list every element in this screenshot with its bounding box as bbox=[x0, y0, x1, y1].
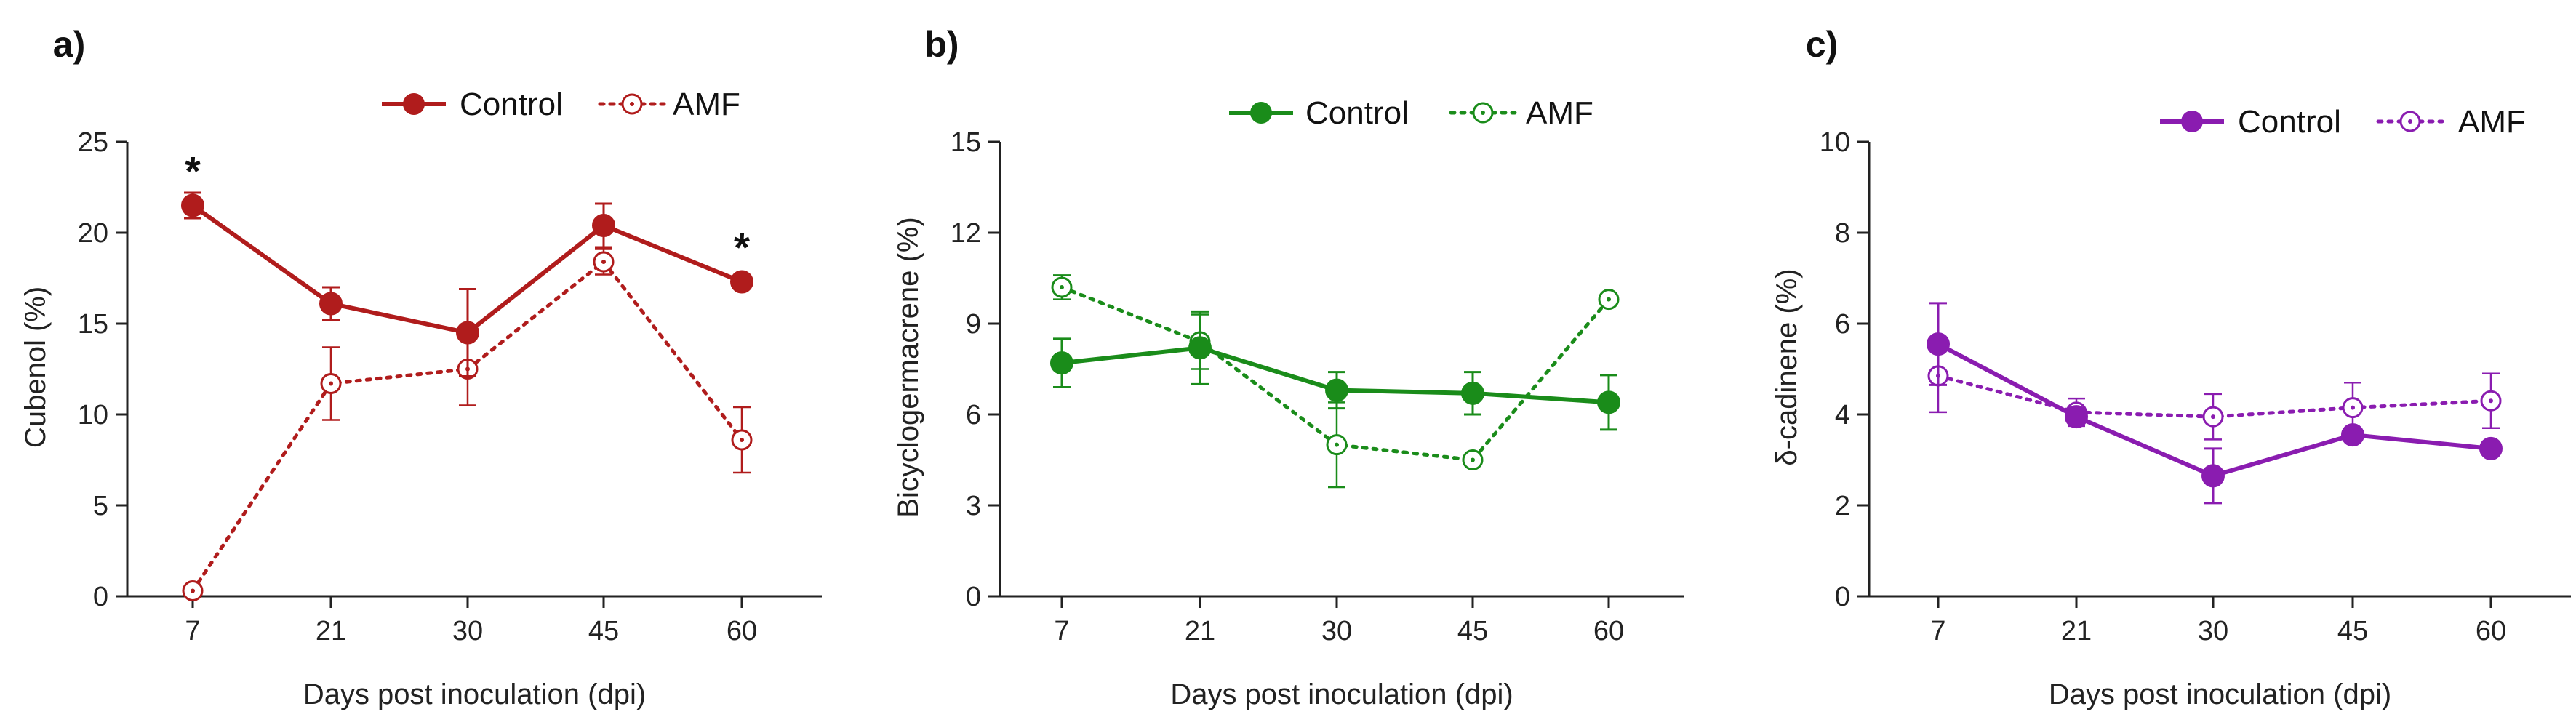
x-tick-label: 60 bbox=[1593, 616, 1624, 646]
data-point-center-dot bbox=[329, 381, 333, 386]
y-tick-label: 10 bbox=[78, 400, 108, 430]
data-point-control bbox=[456, 321, 479, 345]
y-tick-label: 9 bbox=[966, 309, 981, 340]
x-tick-label: 21 bbox=[316, 616, 346, 646]
legend-label-amf: AMF bbox=[2458, 104, 2526, 140]
y-tick-label: 12 bbox=[951, 218, 981, 249]
y-tick-label: 25 bbox=[78, 127, 108, 158]
legend-marker-amf-center bbox=[630, 102, 634, 106]
y-tick-label: 3 bbox=[966, 491, 981, 521]
y-tick-label: 20 bbox=[78, 218, 108, 249]
data-point-center-dot bbox=[191, 588, 195, 593]
y-tick-label: 6 bbox=[1835, 309, 1850, 340]
y-tick-label: 15 bbox=[78, 309, 108, 340]
panel-label: c) bbox=[1806, 24, 1838, 65]
legend-label-control: Control bbox=[460, 87, 563, 122]
x-tick-label: 60 bbox=[2476, 616, 2506, 646]
data-point-control bbox=[1325, 378, 1348, 402]
significance-asterisk: * bbox=[734, 225, 750, 271]
legend-label-control: Control bbox=[2238, 104, 2341, 140]
x-tick-label: 7 bbox=[185, 616, 200, 646]
x-tick-label: 30 bbox=[1321, 616, 1352, 646]
x-axis-title: Days post inoculation (dpi) bbox=[1170, 678, 1513, 710]
x-tick-label: 45 bbox=[1457, 616, 1488, 646]
data-point-control bbox=[2201, 464, 2225, 488]
legend-label-amf: AMF bbox=[1526, 95, 1593, 131]
data-point-control bbox=[2341, 423, 2364, 447]
y-tick-label: 10 bbox=[1820, 127, 1850, 158]
data-point-center-dot bbox=[1335, 442, 1339, 447]
data-point-center-dot bbox=[1060, 285, 1064, 289]
data-point-center-dot bbox=[740, 438, 744, 442]
data-point-control bbox=[319, 292, 343, 316]
data-point-control bbox=[1597, 390, 1620, 414]
data-point-center-dot bbox=[2351, 405, 2355, 410]
y-tick-label: 2 bbox=[1835, 491, 1850, 521]
data-point-control bbox=[2065, 405, 2088, 429]
x-tick-label: 7 bbox=[1054, 616, 1069, 646]
legend-label-amf: AMF bbox=[673, 87, 740, 122]
data-point-control bbox=[181, 193, 204, 217]
legend-marker-control bbox=[403, 93, 425, 115]
data-point-center-dot bbox=[2211, 414, 2215, 420]
x-tick-label: 30 bbox=[2198, 616, 2228, 646]
data-point-center-dot bbox=[601, 260, 606, 264]
legend-label-control: Control bbox=[1305, 95, 1409, 131]
y-tick-label: 6 bbox=[966, 400, 981, 430]
y-tick-label: 15 bbox=[951, 127, 981, 158]
panel-label: a) bbox=[53, 24, 85, 65]
legend-marker-amf-center bbox=[1481, 111, 1485, 115]
y-axis-title: Cubenol (%) bbox=[20, 287, 52, 448]
y-tick-label: 4 bbox=[1835, 400, 1850, 430]
x-tick-label: 21 bbox=[2061, 616, 2092, 646]
x-tick-label: 21 bbox=[1185, 616, 1215, 646]
data-point-control bbox=[2479, 436, 2503, 460]
panel-label: b) bbox=[924, 24, 959, 65]
x-axis-title: Days post inoculation (dpi) bbox=[2049, 678, 2391, 710]
y-tick-label: 5 bbox=[93, 491, 108, 521]
x-tick-label: 45 bbox=[2337, 616, 2368, 646]
data-point-center-dot bbox=[2489, 398, 2493, 404]
x-axis-title: Days post inoculation (dpi) bbox=[303, 678, 646, 710]
data-point-center-dot bbox=[1607, 297, 1611, 302]
data-point-control bbox=[1188, 336, 1212, 360]
data-point-control bbox=[730, 270, 753, 294]
y-axis-title: Bicyclogermacrene (%) bbox=[892, 217, 924, 517]
legend-marker-amf-center bbox=[2408, 119, 2412, 124]
significance-asterisk: * bbox=[185, 148, 201, 194]
legend-marker-control bbox=[1250, 102, 1272, 124]
data-point-center-dot bbox=[1471, 457, 1475, 462]
legend-marker-control bbox=[2181, 111, 2203, 132]
series-line-amf bbox=[1060, 285, 1611, 462]
data-point-control bbox=[592, 214, 615, 237]
y-tick-label: 8 bbox=[1835, 218, 1850, 249]
x-tick-label: 7 bbox=[1930, 616, 1945, 646]
y-tick-label: 0 bbox=[1835, 582, 1850, 612]
x-tick-label: 30 bbox=[452, 616, 483, 646]
x-tick-label: 45 bbox=[588, 616, 619, 646]
data-point-control bbox=[1927, 332, 1950, 356]
y-axis-title: δ-cadinene (%) bbox=[1771, 268, 1803, 465]
x-tick-label: 60 bbox=[727, 616, 757, 646]
data-point-control bbox=[1050, 351, 1073, 375]
y-tick-label: 0 bbox=[966, 582, 981, 612]
data-point-control bbox=[1461, 381, 1484, 405]
y-tick-label: 0 bbox=[93, 582, 108, 612]
